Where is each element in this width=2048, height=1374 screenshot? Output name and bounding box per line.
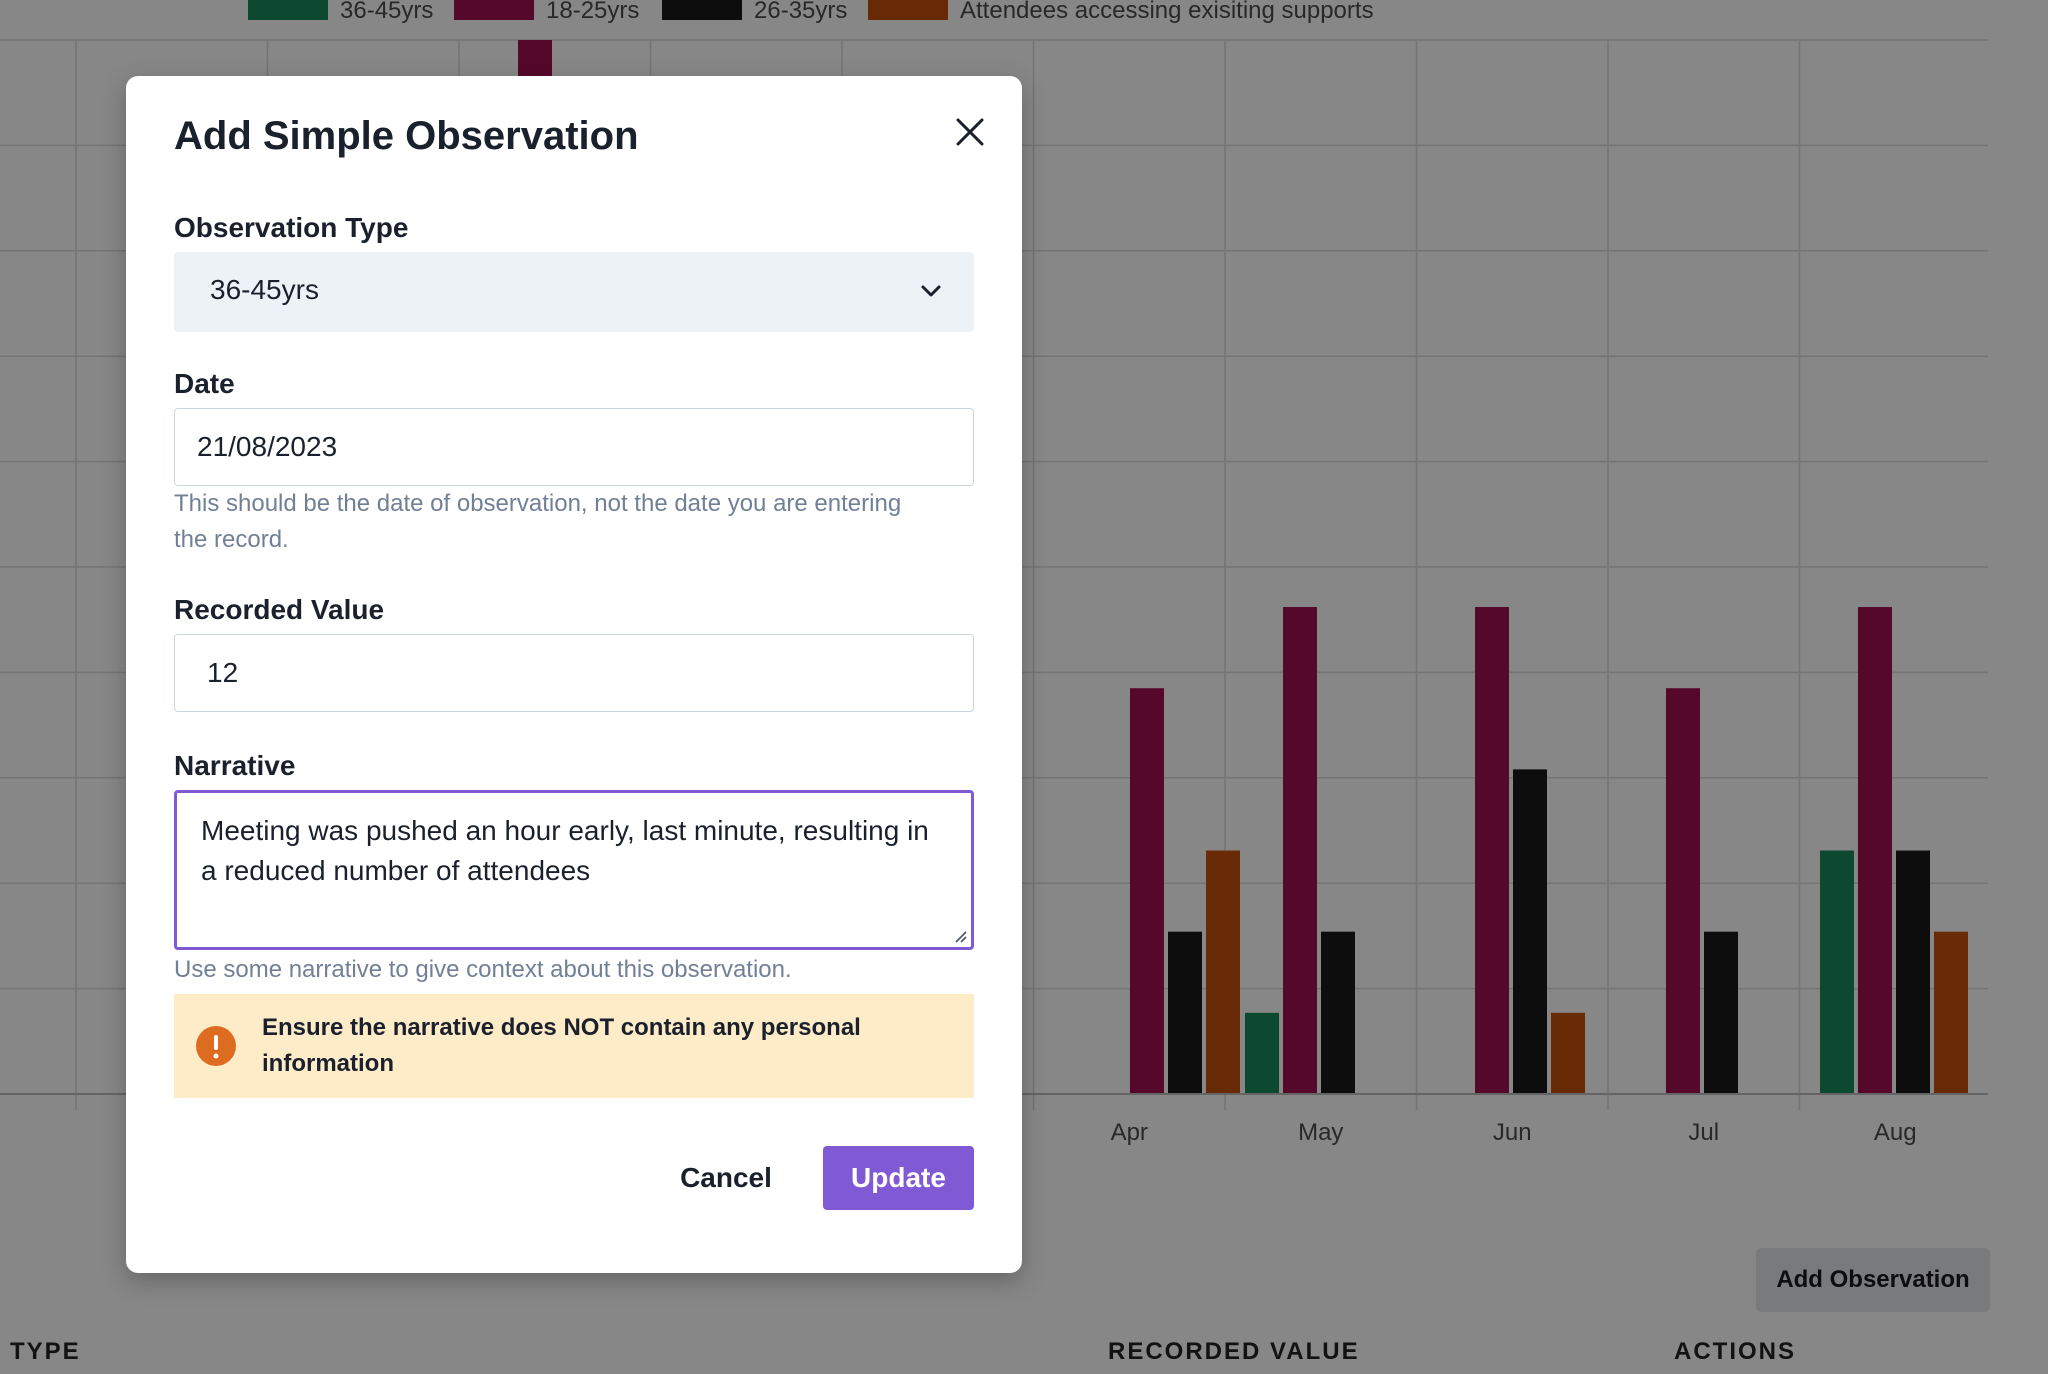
add-observation-modal: Add Simple Observation Observation Type … (126, 76, 1022, 1273)
bar (1513, 769, 1547, 1094)
bar (1206, 850, 1240, 1094)
column-header-type: TYPE (10, 1338, 81, 1365)
add-observation-button[interactable]: Add Observation (1756, 1248, 1990, 1312)
bar (1666, 688, 1700, 1094)
bar (1820, 850, 1854, 1094)
warning-icon (196, 1026, 236, 1066)
legend-swatch (662, 0, 742, 20)
personal-info-warning: Ensure the narrative does NOT contain an… (174, 994, 974, 1098)
column-header-actions: ACTIONS (1674, 1338, 1796, 1365)
legend-label: Attendees accessing exisiting supports (960, 0, 1374, 24)
recorded-value-label: Recorded Value (174, 594, 385, 625)
bar (1934, 931, 1968, 1094)
bar (1283, 607, 1317, 1094)
date-helper-text: This should be the date of observation, … (174, 490, 902, 553)
narrative-textarea[interactable]: Meeting was pushed an hour early, last m… (174, 790, 974, 950)
bar (1321, 931, 1355, 1094)
cancel-button[interactable]: Cancel (644, 1146, 808, 1210)
narrative-helper-text: Use some narrative to give context about… (174, 956, 792, 983)
date-label: Date (174, 368, 235, 399)
date-field[interactable] (174, 408, 974, 486)
bar (1475, 607, 1509, 1094)
bar (1130, 688, 1164, 1094)
close-button[interactable] (942, 104, 998, 160)
x-tick-label: Jul (1688, 1119, 1719, 1146)
column-header-recorded-value: RECORDED VALUE (1108, 1338, 1360, 1365)
modal-title: Add Simple Observation (174, 114, 639, 158)
x-tick-label: Apr (1111, 1119, 1148, 1146)
legend-swatch (454, 0, 534, 20)
bar (1168, 931, 1202, 1094)
legend-label: 18-25yrs (546, 0, 639, 24)
bar (1896, 850, 1930, 1094)
legend-swatch (868, 0, 948, 20)
observation-type-value: 36-45yrs (210, 274, 319, 305)
legend-swatch (248, 0, 328, 20)
bar (1704, 931, 1738, 1094)
bar (1858, 607, 1892, 1094)
update-button[interactable]: Update (823, 1146, 974, 1210)
observation-type-select[interactable]: 36-45yrs (174, 252, 974, 332)
bar (1245, 1012, 1279, 1094)
x-tick-label: May (1298, 1119, 1343, 1146)
chevron-down-icon (921, 285, 941, 297)
legend-label: 26-35yrs (754, 0, 847, 24)
recorded-value-field[interactable] (174, 634, 974, 712)
legend-label: 36-45yrs (340, 0, 433, 24)
x-tick-label: Aug (1874, 1119, 1917, 1146)
observation-type-label: Observation Type (174, 212, 409, 243)
resize-handle-icon[interactable] (952, 928, 968, 944)
narrative-label: Narrative (174, 750, 296, 781)
x-tick-label: Jun (1493, 1119, 1532, 1146)
close-icon (956, 118, 984, 146)
bar (1551, 1012, 1585, 1094)
warning-text: Ensure the narrative does NOT contain an… (262, 1014, 861, 1077)
